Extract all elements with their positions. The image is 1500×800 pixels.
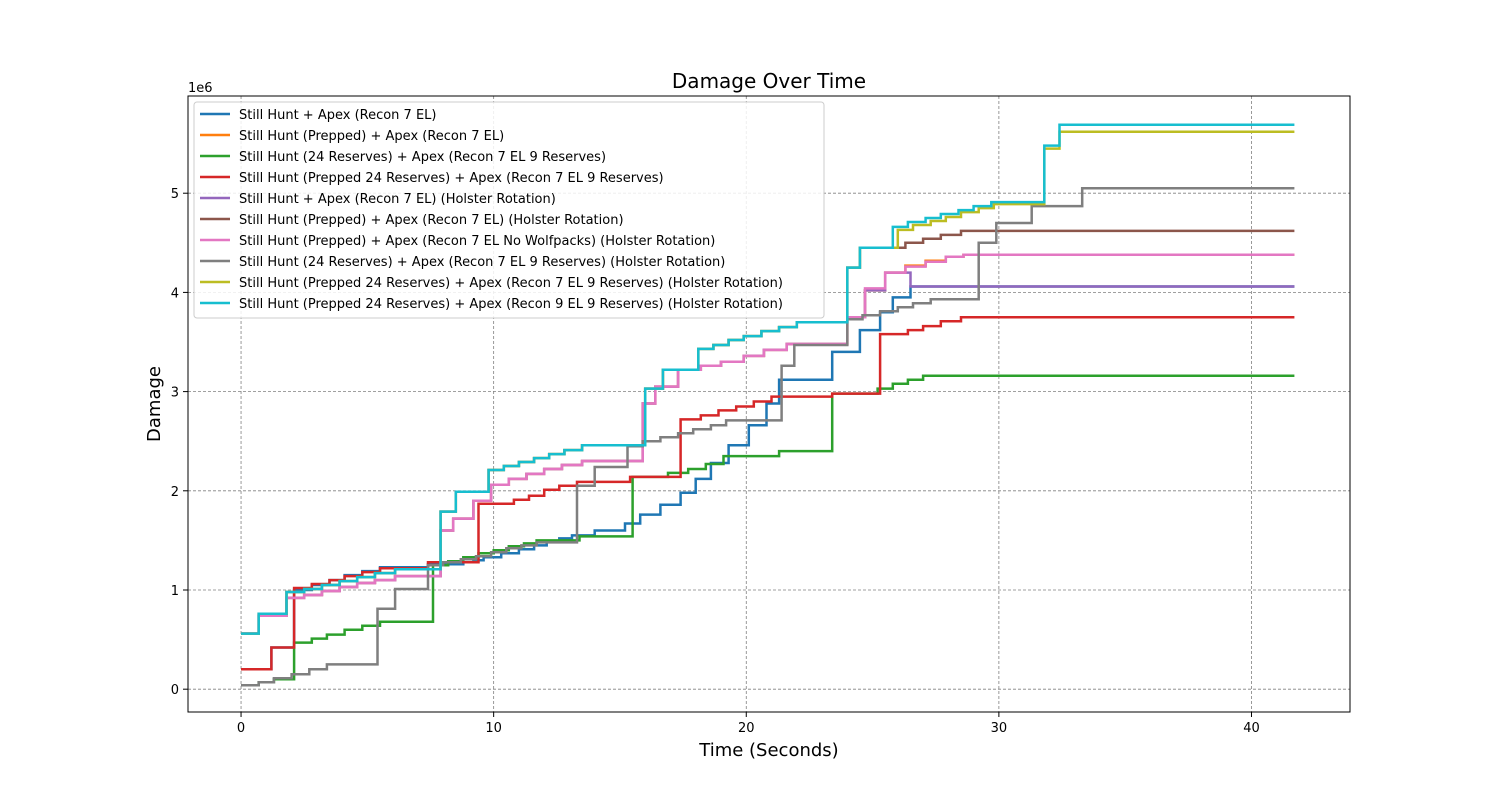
series-line-3	[241, 374, 1295, 687]
series-line-7	[241, 253, 1295, 635]
plot-frame	[187, 95, 1351, 713]
x-tick-label: 30	[991, 721, 1008, 736]
legend-label: Still Hunt (Prepped 24 Reserves) + Apex …	[239, 297, 783, 312]
legend: Still Hunt + Apex (Recon 7 EL) Still Hunt…	[193, 101, 825, 319]
y-axis-offset-text: 1e6	[188, 81, 213, 96]
series-lines	[241, 123, 1295, 687]
x-tick-label: 40	[1243, 721, 1260, 736]
legend-label: Still Hunt (Prepped 24 Reserves) + Apex …	[239, 276, 783, 291]
legend-label: Still Hunt (24 Reserves) + Apex (Recon 7…	[239, 150, 606, 165]
legend-label: Still Hunt (Prepped) + Apex (Recon 7 EL)…	[239, 213, 624, 228]
y-tick-label: 4	[171, 286, 179, 301]
y-tick-label: 1	[171, 584, 179, 599]
x-axis-label: Time (Seconds)	[698, 740, 838, 761]
x-tick-label: 0	[237, 721, 245, 736]
y-axis-label: Damage	[144, 366, 165, 442]
legend-box	[193, 101, 825, 319]
chart-title: Damage Over Time	[672, 69, 866, 93]
y-tick-label: 5	[171, 187, 179, 202]
y-tick-label: 3	[171, 386, 179, 401]
x-tick-label: 10	[485, 721, 502, 736]
x-tick-label: 20	[738, 721, 755, 736]
legend-label: Still Hunt (Prepped) + Apex (Recon 7 EL …	[239, 234, 715, 249]
y-axis-ticks: 0 1 2 3 4 5	[171, 187, 188, 698]
y-tick-label: 2	[171, 485, 179, 500]
legend-label: Still Hunt + Apex (Recon 7 EL) (Holster …	[239, 192, 556, 207]
legend-label: Still Hunt (Prepped) + Apex (Recon 7 EL)	[239, 129, 504, 144]
legend-label: Still Hunt (24 Reserves) + Apex (Recon 7…	[239, 255, 725, 270]
legend-label: Still Hunt + Apex (Recon 7 EL)	[239, 108, 437, 123]
series-line-10	[241, 123, 1295, 635]
y-tick-label: 0	[171, 683, 179, 698]
x-axis-ticks: 0 10 20 30 40	[237, 712, 1260, 736]
series-line-8	[241, 187, 1295, 687]
legend-label: Still Hunt (Prepped 24 Reserves) + Apex …	[239, 171, 664, 186]
